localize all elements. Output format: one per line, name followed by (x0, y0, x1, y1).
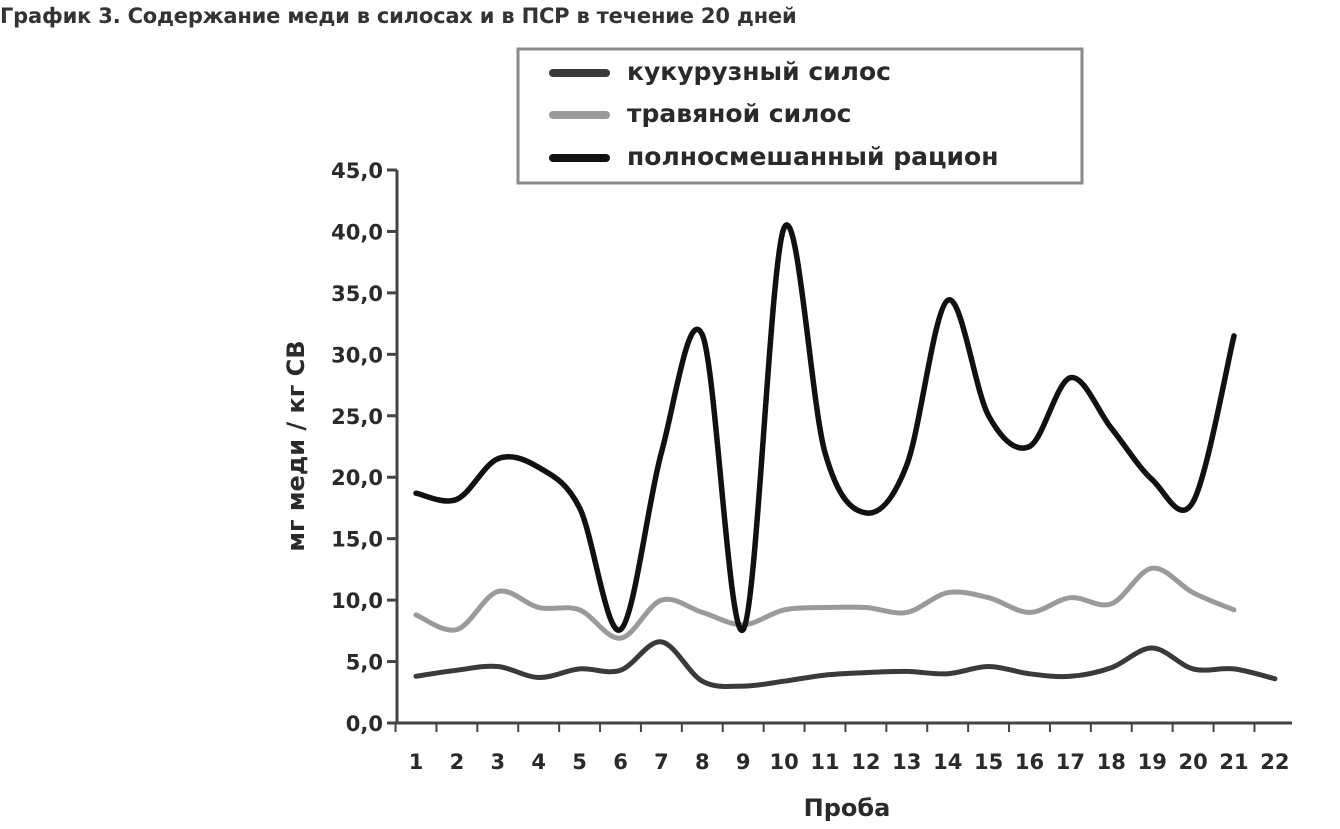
x-tick-label: 5 (572, 750, 587, 774)
y-tick-label: 20,0 (331, 466, 383, 490)
axes: 0,05,010,015,020,025,030,035,040,045,01 2… (331, 159, 1292, 774)
y-tick-label: 40,0 (331, 220, 383, 244)
y-tick-label: 0,0 (346, 712, 383, 736)
x-tick-label: 3 (490, 750, 505, 774)
x-tick-label: 1 (409, 750, 424, 774)
y-tick-label: 15,0 (331, 528, 383, 552)
x-tick-label: 11 (810, 750, 839, 774)
y-tick-label: 25,0 (331, 405, 383, 429)
x-tick-label: 14 (933, 750, 962, 774)
legend: кукурузный силос травяной силос полносме… (516, 47, 1084, 185)
series-line-tmr (413, 222, 1237, 633)
y-axis-label: мг меди / кг СВ (282, 340, 310, 551)
x-tick-label: 13 (892, 750, 921, 774)
chart-title: График 3. Содержание меди в силосах и в … (0, 4, 797, 28)
y-tick-label: 10,0 (331, 589, 383, 613)
x-tick-label: 15 (974, 750, 1003, 774)
y-tick-label: 30,0 (331, 343, 383, 367)
x-tick-label: 7 (654, 750, 669, 774)
x-axis-label: Проба (804, 794, 891, 822)
x-tick-label: 12 (851, 750, 880, 774)
legend-label-grass-silage: травяной силос (627, 99, 851, 128)
x-tick-label: 6 (613, 750, 628, 774)
x-tick-label: 8 (695, 750, 710, 774)
x-tick-label: 22 (1260, 750, 1289, 774)
x-tick-label: 10 (769, 750, 798, 774)
x-tick-label: 9 (736, 750, 751, 774)
x-tick-label: 16 (1015, 750, 1044, 774)
series-line-corn-silage (413, 639, 1278, 690)
x-tick-label: 17 (1056, 750, 1085, 774)
x-tick-label: 21 (1219, 750, 1248, 774)
y-tick-label: 45,0 (331, 159, 383, 183)
x-tick-label: 18 (1097, 750, 1126, 774)
legend-label-tmr: полносмешанный рацион (627, 142, 998, 171)
series-lines (413, 222, 1278, 690)
y-tick-label: 5,0 (346, 651, 383, 675)
x-tick-label: 20 (1178, 750, 1207, 774)
x-tick-label: 4 (531, 750, 546, 774)
y-tick-label: 35,0 (331, 282, 383, 306)
x-tick-label: 19 (1138, 750, 1167, 774)
legend-frame (516, 47, 1084, 185)
series-line-grass-silage (413, 565, 1237, 641)
legend-label-corn-silage: кукурузный силос (627, 57, 891, 86)
x-tick-label: 2 (450, 750, 465, 774)
